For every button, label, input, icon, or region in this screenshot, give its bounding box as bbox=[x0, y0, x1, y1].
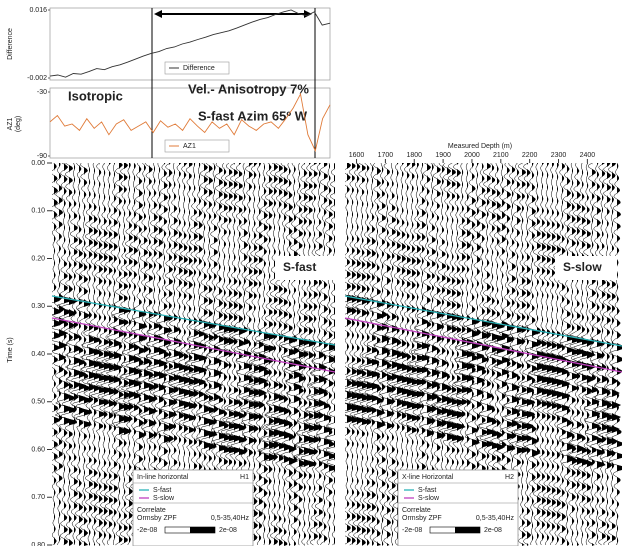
wiggle bbox=[609, 163, 622, 545]
legend-id: H1 bbox=[240, 474, 249, 481]
wiggle-fill bbox=[54, 163, 63, 546]
y-tick-label: 0.60 bbox=[31, 446, 45, 453]
wiggle-fill bbox=[289, 163, 298, 546]
legend-text: -2e-08 bbox=[402, 527, 422, 534]
wiggle bbox=[260, 163, 277, 545]
legend-text: Correlate bbox=[402, 507, 431, 514]
legend-text: 0,5-35,40Hz bbox=[211, 515, 250, 522]
panel-label: S-slow bbox=[563, 260, 602, 274]
y-axis-title: Difference bbox=[7, 28, 14, 60]
wiggle bbox=[265, 163, 282, 545]
wiggle bbox=[603, 163, 620, 545]
wiggle bbox=[326, 163, 341, 545]
x-tick-label: 2100 bbox=[493, 152, 509, 159]
legend-text: 2e-08 bbox=[484, 527, 502, 534]
y-axis-title: AZ1 bbox=[7, 117, 14, 130]
legend-label: S-slow bbox=[153, 495, 175, 502]
y-tick-label: -30 bbox=[37, 89, 47, 96]
panel-label: S-fast bbox=[283, 260, 316, 274]
axis-title: Time (s) bbox=[7, 337, 14, 362]
y-tick-label: 0.80 bbox=[31, 542, 45, 546]
legend-id: H2 bbox=[505, 474, 514, 481]
x-tick-label: 1900 bbox=[435, 152, 451, 159]
wiggle-fill bbox=[617, 163, 622, 546]
annotation: Vel.- Anisotropy 7% bbox=[188, 81, 309, 96]
x-tick-label: 1800 bbox=[406, 152, 422, 159]
y-tick-label: 0.50 bbox=[31, 399, 45, 406]
annotation: Isotropic bbox=[68, 88, 123, 103]
x-tick-label: 2300 bbox=[551, 152, 567, 159]
page: Isotropic Vel.- Anisotropy 7% S-fast Azi… bbox=[0, 0, 622, 546]
wiggle-fill bbox=[357, 163, 365, 546]
legend-text: -2e-08 bbox=[137, 527, 157, 534]
y-tick-label: 0.20 bbox=[31, 255, 45, 262]
y-tick-label: -90 bbox=[37, 153, 47, 160]
figure: Isotropic Vel.- Anisotropy 7% S-fast Azi… bbox=[0, 0, 622, 546]
wiggle-fill bbox=[264, 163, 272, 546]
y-axis-title: (deg) bbox=[15, 116, 22, 132]
legend-label: AZ1 bbox=[183, 143, 196, 150]
y-tick-label: 0.70 bbox=[31, 494, 45, 501]
x-tick-label: 1600 bbox=[349, 152, 365, 159]
y-tick-label: 0.00 bbox=[31, 160, 45, 167]
legend-text: Ormsby ZPF bbox=[137, 515, 177, 522]
axis-title: Measured Depth (m) bbox=[448, 143, 512, 150]
legend-title: In-line horizontal bbox=[137, 474, 189, 481]
legend-text: Ormsby ZPF bbox=[402, 515, 442, 522]
wiggle-fill bbox=[124, 163, 133, 546]
y-tick-label: 0.10 bbox=[31, 208, 45, 215]
x-tick-label: 2400 bbox=[580, 152, 596, 159]
legend-label: S-fast bbox=[418, 487, 436, 494]
legend-label: Difference bbox=[183, 65, 215, 72]
y-tick-label: 0.016 bbox=[29, 7, 47, 14]
legend-text: 0,5-35,40Hz bbox=[476, 515, 515, 522]
legend-text: Correlate bbox=[137, 507, 166, 514]
wiggle-fill bbox=[74, 163, 83, 546]
legend-title: X-line Horizontal bbox=[402, 474, 454, 481]
y-tick-label: 0.40 bbox=[31, 351, 45, 358]
legend-label: S-slow bbox=[418, 495, 440, 502]
color-scale bbox=[190, 527, 215, 533]
y-tick-label: 0.30 bbox=[31, 303, 45, 310]
color-scale bbox=[455, 527, 480, 533]
legend-text: 2e-08 bbox=[219, 527, 237, 534]
y-tick-label: -0.002 bbox=[27, 75, 47, 82]
wiggle-fill bbox=[334, 163, 342, 546]
x-tick-label: 1700 bbox=[378, 152, 394, 159]
x-tick-label: 2000 bbox=[464, 152, 480, 159]
legend-label: S-fast bbox=[153, 487, 171, 494]
wiggle bbox=[338, 163, 356, 545]
x-tick-label: 2200 bbox=[522, 152, 538, 159]
